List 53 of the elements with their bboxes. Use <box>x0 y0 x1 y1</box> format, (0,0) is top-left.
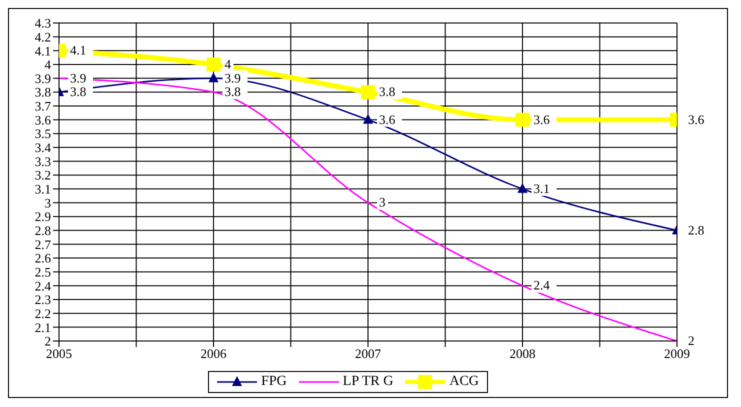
point <box>361 85 375 100</box>
x-tick-label: 2007 <box>355 346 382 362</box>
data-label: 3.8 <box>379 84 396 100</box>
data-label: 3.8 <box>70 84 86 100</box>
y-tick-label: 4 <box>44 57 52 72</box>
data-label: 3.9 <box>70 70 86 86</box>
y-tick-label: 3 <box>44 195 51 210</box>
x-tick-label: 2008 <box>510 346 536 362</box>
data-label: 4.1 <box>70 42 86 58</box>
y-tick-label: 3.3 <box>34 154 51 169</box>
data-label: 2 <box>688 333 694 348</box>
y-tick-label: 2.9 <box>34 209 51 224</box>
y-tick-label: 3.2 <box>34 168 51 183</box>
y-tick-label: 4.2 <box>34 29 51 44</box>
y-tick-label: 3.7 <box>34 98 52 114</box>
y-tick-label: 3.6 <box>34 112 52 128</box>
x-tick-label: 2009 <box>664 346 690 362</box>
data-label: 3 <box>379 194 386 210</box>
data-label: 3.6 <box>534 112 550 127</box>
data-label: 2.4 <box>534 278 550 293</box>
y-tick-label: 3.1 <box>34 182 51 197</box>
point <box>516 112 530 127</box>
y-tick-label: 4.3 <box>34 16 51 31</box>
legend-label: LP TR G <box>342 374 394 390</box>
y-tick-label: 3.4 <box>34 140 52 156</box>
y-tick-label: 3.9 <box>34 70 51 86</box>
data-label: 2.8 <box>688 222 704 238</box>
point <box>518 182 528 193</box>
y-tick-label: 2.2 <box>34 306 51 321</box>
data-label: 4 <box>224 56 232 72</box>
y-tick-label: 3.5 <box>34 126 51 142</box>
y-tick-label: 2.8 <box>34 223 51 238</box>
y-tick-label: 2 <box>44 334 51 349</box>
y-tick-label: 2.5 <box>34 264 51 280</box>
data-label: 3.9 <box>224 70 241 86</box>
point <box>208 72 218 82</box>
y-tick-label: 2.3 <box>34 292 51 308</box>
y-tick-label: 2.6 <box>34 250 52 266</box>
y-tick-label: 2.1 <box>34 320 51 335</box>
y-tick-label: 4.1 <box>34 43 51 58</box>
x-tick-label: 2006 <box>200 346 227 362</box>
x-tick-label: 2005 <box>46 346 72 362</box>
y-tick-label: 3.8 <box>34 84 51 100</box>
point <box>363 114 373 124</box>
legend-label: ACG <box>448 374 479 390</box>
point <box>206 57 220 72</box>
data-label: 3.6 <box>688 112 705 127</box>
y-tick-label: 2.7 <box>34 236 52 252</box>
data-label: 3.6 <box>379 112 396 127</box>
data-label: 3.1 <box>534 180 550 196</box>
data-label: 3.8 <box>224 84 241 100</box>
legend-label: FPG <box>260 374 287 390</box>
y-tick-label: 2.4 <box>34 278 52 294</box>
